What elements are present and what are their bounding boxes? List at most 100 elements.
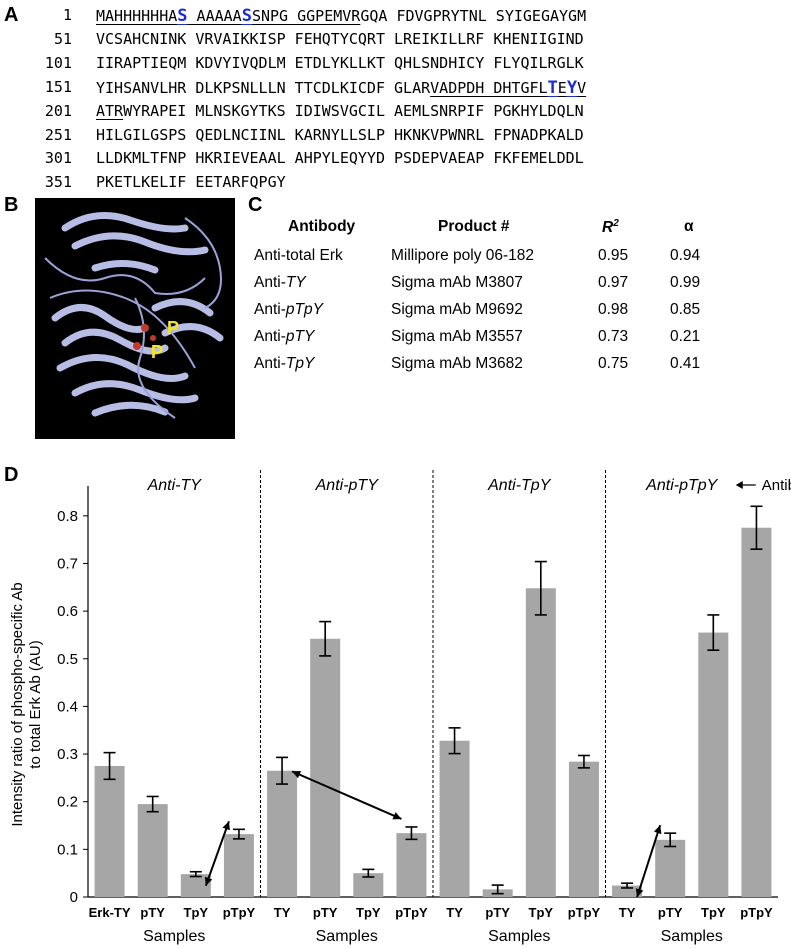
bar xyxy=(568,761,599,897)
sequence-segment: MAHHHHHHA xyxy=(96,7,178,25)
x-axis-label: Samples xyxy=(488,928,550,945)
arrow-head xyxy=(735,481,743,489)
cell-product: Sigma mAb M3807 xyxy=(391,274,523,291)
bar xyxy=(698,632,729,897)
sequence-row-text: PKETLKELIF EETARFQPGY xyxy=(96,173,286,191)
phosphosite-residue: T xyxy=(547,78,558,98)
cell-r2: 0.73 xyxy=(598,328,629,345)
y-axis-label: Intensity ratio of phospho-specific Ab xyxy=(9,582,26,826)
sequence-segment: V xyxy=(577,79,587,97)
y-tick-label: 0.7 xyxy=(57,555,78,572)
cell-r2: 0.75 xyxy=(598,355,629,372)
y-tick-label: 0.3 xyxy=(57,746,78,763)
cell-alpha: 0.21 xyxy=(670,328,701,345)
sequence-segment: VCSAHCNINK VRVAIKKISP FEHQTYCQRT LREIKIL… xyxy=(96,30,584,48)
table-row: Anti-pTpY Sigma mAb M9692 0.98 0.85 xyxy=(248,301,778,325)
x-tick-label: pTY xyxy=(140,905,165,920)
phosphosite-residue: Y xyxy=(566,78,578,98)
cell-product: Sigma mAb M3557 xyxy=(391,328,523,345)
sequence-row-number: 351 xyxy=(44,173,72,191)
header-product: Product # xyxy=(438,218,510,235)
group-title: Anti-pTY xyxy=(315,477,380,494)
sequence-segment: VADPDH DHTGFL xyxy=(430,79,548,97)
x-tick-label: pTpY xyxy=(223,905,256,920)
cell-product: Sigma mAb M3682 xyxy=(391,355,523,372)
sequence-row-text: VCSAHCNINK VRVAIKKISP FEHQTYCQRT LREIKIL… xyxy=(96,30,584,48)
table-row: Anti-total Erk Millipore poly 06-182 0.95 0… xyxy=(248,247,778,271)
arrow-head xyxy=(392,812,402,820)
ribbon-structure-icon: P P xyxy=(44,212,224,419)
x-tick-label: pTY xyxy=(658,905,683,920)
sequence-segment: LLDKMLTFNP HKRIEVEAAL AHPYLEQYYD PSDEPVA… xyxy=(96,149,584,167)
y-tick-label: 0.8 xyxy=(57,508,78,525)
phospho-label-2: P xyxy=(151,342,163,362)
comparison-arrow xyxy=(204,821,230,887)
cell-alpha: 0.94 xyxy=(670,247,701,264)
x-tick-label: TpY xyxy=(529,905,554,920)
sequence-row-number: 1 xyxy=(62,6,72,24)
bar xyxy=(612,885,643,897)
bar xyxy=(439,740,470,897)
sequence-segment: PKETLKELIF EETARFQPGY xyxy=(96,173,286,191)
phosphosite-residue: S xyxy=(177,6,188,26)
bar xyxy=(267,770,298,897)
bar xyxy=(137,804,168,897)
phospho-label-1: P xyxy=(167,318,179,338)
y-axis-label: to total Erk Ab (AU) xyxy=(27,640,44,768)
y-tick-label: 0 xyxy=(70,889,78,906)
arrow-head xyxy=(204,876,213,886)
x-axis-label: Samples xyxy=(316,928,378,945)
sequence-segment: GQA FDVGPRYTNL SYIGEGAYGM xyxy=(360,7,587,25)
cell-r2: 0.95 xyxy=(598,247,629,264)
x-axis-label: Samples xyxy=(143,928,205,945)
bar xyxy=(741,527,772,897)
antibody-pointer-label: Antibody xyxy=(762,477,791,494)
cell-alpha: 0.41 xyxy=(670,355,701,372)
cell-r2: 0.97 xyxy=(598,274,629,291)
bar xyxy=(655,839,686,897)
sequence-row-text: LLDKMLTFNP HKRIEVEAAL AHPYLEQYYD PSDEPVA… xyxy=(96,149,584,167)
sequence-row-number: 251 xyxy=(44,126,72,144)
x-tick-label: TpY xyxy=(356,905,381,920)
panel-letter-c: C xyxy=(248,194,263,216)
header-antibody: Antibody xyxy=(288,218,356,235)
sequence-segment: YIHSANVLHR DLKPSNLLLN TTCDLKICDF GLAR xyxy=(96,79,431,97)
table-row: Anti-TY Sigma mAb M3807 0.97 0.99 xyxy=(248,274,778,298)
sequence-segment: AAAAA xyxy=(187,7,242,25)
bar xyxy=(94,765,125,897)
table-row: Anti-TpY Sigma mAb M3682 0.75 0.41 xyxy=(248,355,778,379)
sequence-row-number: 51 xyxy=(53,30,72,48)
sequence-row-number: 201 xyxy=(44,102,72,120)
sequence-row-text: MAHHHHHHAS AAAAASSNPG GGPEMVRGQA FDVGPRY… xyxy=(96,6,586,26)
sequence-row-text: HILGILGSPS QEDLNCIINL KARNYLLSLP HKNKVPW… xyxy=(96,126,584,144)
cell-antibody: Anti-TY xyxy=(254,274,306,291)
sequence-segment: E xyxy=(557,79,567,97)
cell-antibody: Anti-TpY xyxy=(254,355,315,372)
x-tick-label: pTpY xyxy=(740,905,773,920)
sequence-row-text: YIHSANVLHR DLKPSNLLLN TTCDLKICDF GLARVAD… xyxy=(96,78,586,98)
sequence-row-number: 151 xyxy=(44,78,72,96)
cell-product: Sigma mAb M9692 xyxy=(391,301,523,318)
table-header-row: Antibody Product # R2 α xyxy=(248,218,778,242)
cell-alpha: 0.99 xyxy=(670,274,701,291)
sequence-row-text: IIRAPTIEQM KDVYIVQDLM ETDLYKLLKT QHLSNDH… xyxy=(96,54,584,72)
arrow-head xyxy=(635,888,644,898)
header-alpha: α xyxy=(684,218,694,235)
protein-structure-image: P P xyxy=(35,198,235,439)
bar-chart: 0 0.1 0.2 0.3 0.4 0.5 0.6 0.7 0.8 Intensity ratio… xyxy=(9,470,791,945)
bar xyxy=(180,874,211,897)
arrow-head xyxy=(222,821,230,831)
x-tick-label: TpY xyxy=(184,905,209,920)
cell-antibody: Anti-total Erk xyxy=(254,247,343,264)
bar xyxy=(353,873,384,897)
sequence-row-text: ATRWYRAPEI MLNSKGYTKS IDIWSVGCIL AEMLSNR… xyxy=(96,102,584,120)
sequence-segment: HILGILGSPS QEDLNCIINL KARNYLLSLP HKNKVPW… xyxy=(96,126,584,144)
sequence-segment: SNPG GGPEMVR xyxy=(251,7,361,25)
cell-antibody: Anti-pTY xyxy=(254,328,315,345)
x-tick-label: pTpY xyxy=(395,905,428,920)
panel-letter-d: D xyxy=(4,464,19,486)
y-tick-label: 0.1 xyxy=(57,841,78,858)
comparison-arrow xyxy=(636,824,662,898)
y-tick-label: 0.2 xyxy=(57,794,78,811)
x-tick-label: TpY xyxy=(701,905,726,920)
